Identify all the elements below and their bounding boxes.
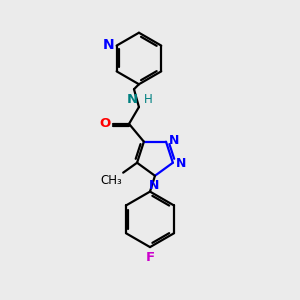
Text: N: N bbox=[149, 179, 159, 192]
Text: N: N bbox=[176, 157, 186, 170]
Text: F: F bbox=[146, 251, 154, 264]
Text: N: N bbox=[169, 134, 179, 147]
Text: N: N bbox=[103, 38, 115, 52]
Text: O: O bbox=[99, 117, 110, 130]
Text: CH₃: CH₃ bbox=[100, 174, 122, 187]
Text: N: N bbox=[127, 93, 138, 106]
Text: H: H bbox=[144, 93, 153, 106]
